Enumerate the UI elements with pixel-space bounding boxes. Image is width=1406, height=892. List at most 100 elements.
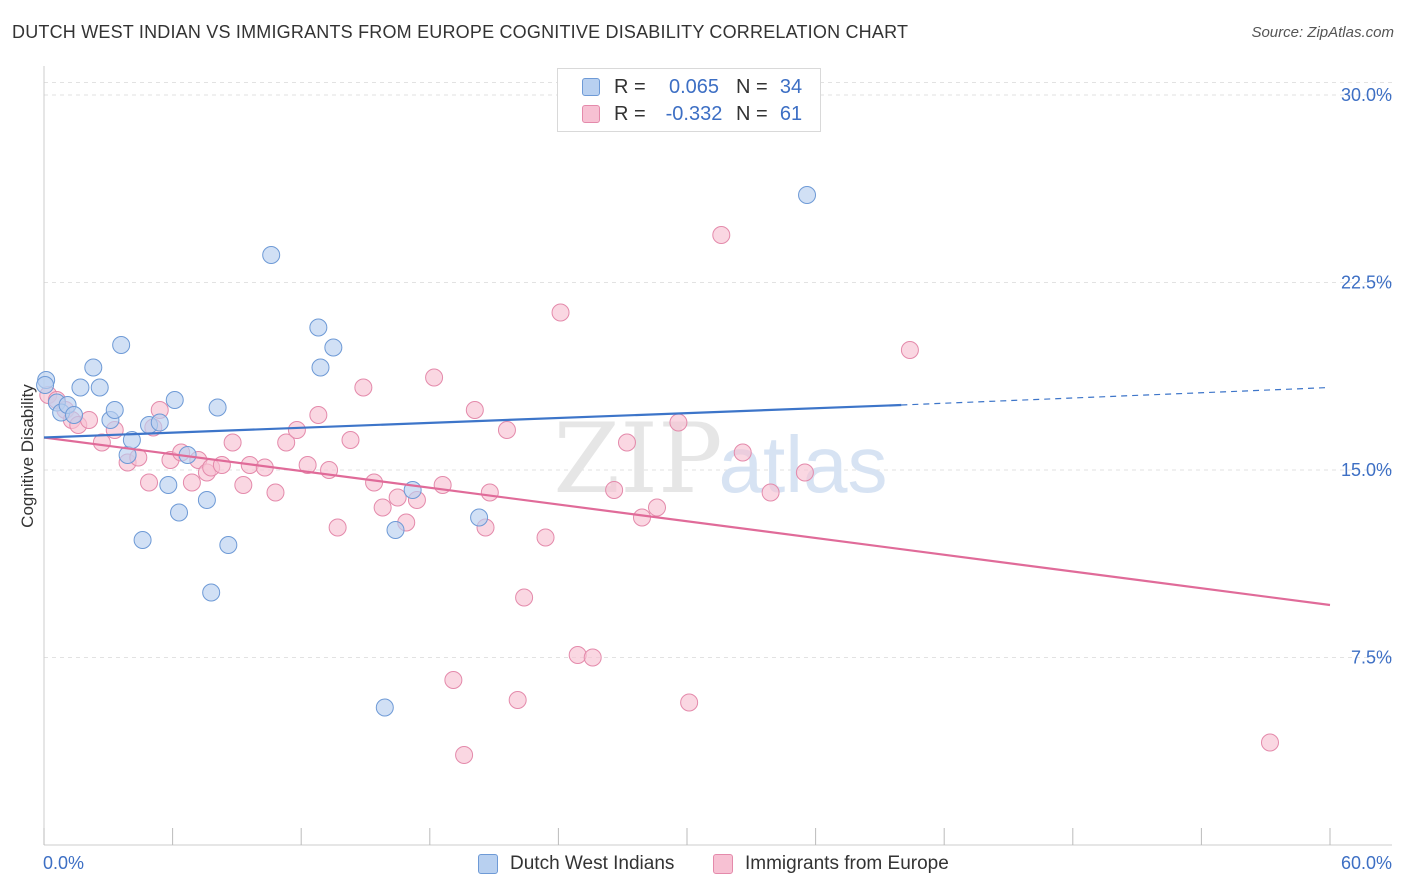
- pink-point: [680, 693, 699, 712]
- r-label: R =: [614, 102, 646, 125]
- blue-point: [386, 521, 405, 539]
- pink-point: [515, 588, 534, 607]
- blue-point: [324, 338, 343, 357]
- blue-point: [202, 583, 221, 602]
- pink-point: [508, 691, 527, 709]
- pink-point: [455, 746, 474, 764]
- r-label: R =: [614, 75, 646, 98]
- x-tick-label: 0.0%: [43, 853, 84, 873]
- blue-point: [197, 491, 216, 509]
- blue-swatch-icon: [582, 78, 600, 96]
- pink-point: [182, 473, 201, 492]
- correlation-legend: R = 0.065 N = 34 R = -0.332 N = 61: [557, 68, 821, 132]
- pink-point: [328, 518, 347, 537]
- blue-point: [170, 503, 189, 522]
- legend-label: Immigrants from Europe: [745, 853, 949, 874]
- tick-labels: 7.5% 15.0% 22.5% 30.0% 0.0% 60.0%: [43, 85, 1392, 873]
- pink-point: [92, 433, 111, 452]
- pink-point: [444, 671, 463, 689]
- blue-point: [798, 186, 817, 204]
- legend-row-dutch-west-indians: R = 0.065 N = 34: [582, 75, 806, 99]
- blue-trend-line: [43, 403, 902, 439]
- blue-point: [36, 376, 55, 394]
- watermark-zip: ZIP: [553, 403, 722, 515]
- data-points: [36, 186, 1279, 764]
- source-label: Source: ZipAtlas.com: [1251, 24, 1394, 41]
- pink-point: [234, 476, 253, 494]
- blue-point: [159, 476, 178, 494]
- pink-point: [223, 433, 242, 452]
- pink-point: [761, 483, 780, 502]
- blue-point: [165, 391, 184, 409]
- pink-point: [266, 483, 285, 502]
- y-tick-label: 30.0%: [1341, 85, 1392, 105]
- y-tick-label: 15.0%: [1341, 460, 1392, 480]
- blue-point: [470, 508, 489, 527]
- pink-point: [712, 226, 731, 244]
- pink-point: [298, 456, 317, 474]
- pink-point: [647, 498, 666, 517]
- axes: [43, 66, 1392, 846]
- pink-point: [795, 463, 814, 482]
- pink-point: [287, 421, 306, 439]
- blue-point: [133, 531, 152, 549]
- y-tick-label: 22.5%: [1341, 273, 1392, 293]
- pink-point: [80, 411, 99, 429]
- r-value: 0.065: [668, 75, 720, 98]
- pink-point: [1260, 733, 1279, 752]
- blue-point: [71, 378, 90, 397]
- n-label: N =: [736, 102, 768, 125]
- pink-point: [551, 303, 570, 322]
- pink-swatch-icon: [582, 105, 600, 123]
- pink-point: [354, 378, 373, 397]
- pink-swatch-icon: [713, 854, 733, 874]
- blue-trend-extension: [901, 386, 1331, 406]
- pink-point: [388, 488, 407, 507]
- trend-lines: [43, 386, 1331, 607]
- blue-point: [311, 358, 330, 377]
- blue-point: [375, 698, 394, 717]
- blue-point: [65, 406, 84, 424]
- pink-point: [140, 473, 159, 492]
- pink-point: [277, 433, 296, 452]
- pink-point: [632, 508, 651, 527]
- pink-point: [480, 483, 499, 502]
- pink-point: [497, 421, 516, 439]
- pink-point: [583, 648, 602, 667]
- pink-point: [425, 368, 444, 387]
- n-label: N =: [736, 75, 768, 98]
- legend-item-dutch-west-indians: Dutch West Indians: [478, 852, 674, 876]
- legend-row-immigrants-from-europe: R = -0.332 N = 61: [582, 102, 806, 126]
- blue-point: [105, 401, 124, 419]
- blue-point: [84, 358, 103, 377]
- blue-point: [219, 536, 238, 554]
- y-tick-label: 7.5%: [1351, 648, 1392, 668]
- blue-point: [309, 318, 328, 337]
- blue-point: [112, 336, 131, 354]
- pink-trend-line: [43, 436, 1331, 607]
- pink-point: [536, 528, 555, 547]
- pink-point: [617, 433, 636, 452]
- pink-point: [733, 443, 752, 462]
- pink-point: [365, 473, 384, 492]
- blue-point: [262, 246, 281, 264]
- legend-label: Dutch West Indians: [510, 853, 675, 874]
- blue-point: [90, 378, 109, 397]
- blue-swatch-icon: [478, 854, 498, 874]
- blue-point: [208, 398, 227, 417]
- r-value: -0.332: [665, 102, 723, 125]
- n-value: 34: [779, 75, 803, 98]
- grid: [44, 81, 1392, 658]
- legend-item-immigrants-from-europe: Immigrants from Europe: [713, 852, 949, 876]
- pink-point: [900, 341, 919, 359]
- pink-point: [669, 413, 688, 432]
- x-tick-label: 60.0%: [1341, 853, 1392, 873]
- blue-point: [150, 413, 169, 432]
- watermark: ZIP atlas: [553, 403, 887, 515]
- pink-point: [309, 406, 328, 424]
- pink-point: [605, 481, 624, 499]
- pink-point: [373, 498, 392, 517]
- chart-title: DUTCH WEST INDIAN VS IMMIGRANTS FROM EUR…: [12, 22, 909, 42]
- pink-point: [568, 646, 587, 664]
